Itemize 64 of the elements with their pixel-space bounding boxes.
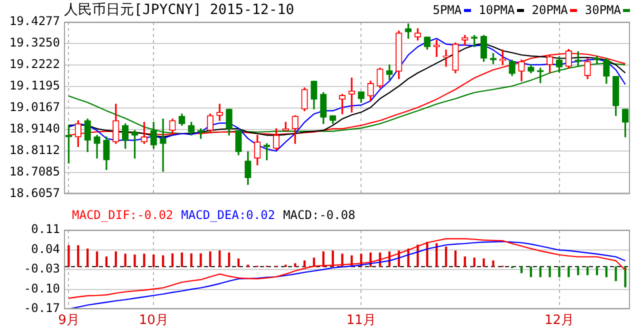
bar <box>464 256 466 268</box>
bar <box>605 266 608 278</box>
bar <box>114 251 117 268</box>
y-tick-label: 18.6057 <box>9 186 60 200</box>
bar <box>482 258 485 268</box>
chart-title: 人民币日元[JPYCNY] 2015-12-10 <box>64 1 294 19</box>
bar <box>284 264 287 268</box>
x-tick-label: 12月 <box>544 313 574 328</box>
bar <box>454 250 457 268</box>
x-tick-label: 9月 <box>58 313 80 328</box>
x-tick-label: 11月 <box>346 313 376 328</box>
bar <box>162 255 164 268</box>
bar <box>180 252 183 268</box>
bar <box>228 252 230 268</box>
bar <box>492 260 494 268</box>
bar <box>614 266 617 282</box>
bar <box>209 251 212 268</box>
bar <box>568 266 570 278</box>
bar <box>190 253 192 268</box>
text: MACD_DEA:0.02 <box>181 208 276 222</box>
bar <box>218 250 221 268</box>
y-tick-label: 18.8112 <box>9 142 60 157</box>
bar <box>246 264 250 268</box>
y-tick-label: -0.03 <box>24 262 60 276</box>
bar <box>152 254 155 268</box>
bar <box>558 266 560 278</box>
legend-label: 5PMA <box>432 3 462 17</box>
bar <box>171 253 174 268</box>
bar <box>68 245 70 268</box>
bar <box>539 266 542 278</box>
y-tick-label: 19.1195 <box>9 78 60 93</box>
bar <box>86 248 89 268</box>
text: MACD_DIF:-0.02 <box>72 208 174 222</box>
bar <box>303 260 306 268</box>
bar <box>294 263 296 268</box>
bar <box>105 256 108 268</box>
y-tick-label: 19.2222 <box>9 57 60 72</box>
bar <box>473 258 476 268</box>
y-tick-label: -0.10 <box>24 281 60 296</box>
text: MACD:-0.08 <box>283 208 356 222</box>
bar <box>548 266 551 278</box>
bar <box>530 266 532 278</box>
bar <box>124 254 126 268</box>
y-tick-label: 19.0167 <box>9 100 60 114</box>
bar <box>200 253 202 268</box>
x-tick-label: 10月 <box>138 313 168 328</box>
y-tick-label: 19.4277 <box>9 14 60 28</box>
legend-label: 10PMA <box>478 3 515 17</box>
y-tick-label: 18.9140 <box>9 121 60 136</box>
bar <box>426 242 428 268</box>
bar <box>96 251 98 268</box>
bar <box>134 254 136 268</box>
bar <box>77 245 80 268</box>
bar <box>444 246 448 268</box>
y-tick-label: 0.11 <box>31 222 60 236</box>
bar <box>624 266 626 288</box>
y-tick-label: 18.7085 <box>9 164 60 178</box>
legend-label: 20PMA <box>532 3 568 17</box>
legend-label: 30PMA <box>584 3 621 17</box>
bar <box>143 254 146 268</box>
y-tick-label: -0.17 <box>24 301 60 316</box>
bar <box>237 258 240 268</box>
y-tick-label: 19.3250 <box>9 36 60 50</box>
y-tick-label: 0.04 <box>31 242 60 256</box>
